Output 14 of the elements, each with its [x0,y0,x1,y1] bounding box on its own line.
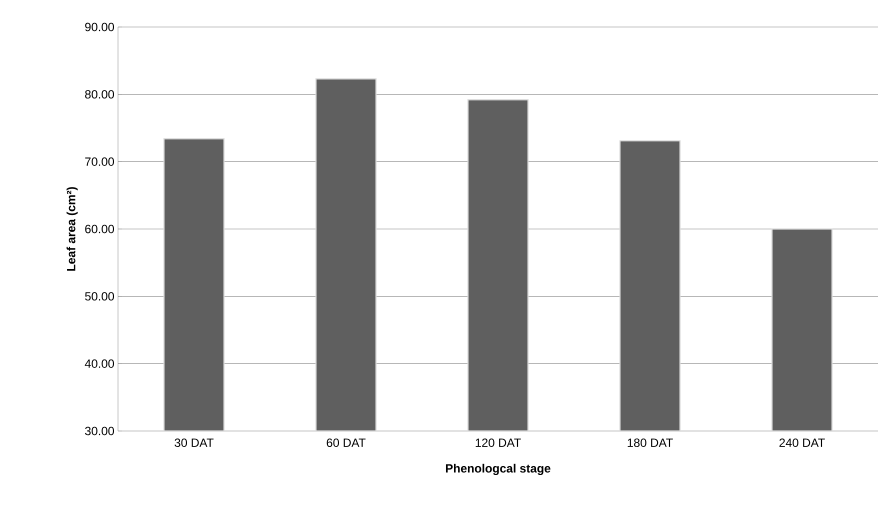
x-tick-label: 180 DAT [628,438,673,447]
x-tick-label: 30 DAT [174,438,214,447]
y-axis-title: Leaf area (cm²) [66,187,78,271]
x-tick-label: 120 DAT [476,438,521,447]
y-tick-label: 50.00 [85,292,114,301]
y-tick-label: 90.00 [85,22,114,32]
y-tick-label: 80.00 [85,90,114,99]
x-tick-label: 60 DAT [326,438,366,447]
y-tick-label: 40.00 [84,359,114,368]
x-axis-title: Phenologcal stage [446,464,550,476]
y-tick-label: 60.00 [85,224,114,234]
y-tick-label: 70.00 [85,157,114,166]
y-tick-label: 30.00 [85,426,114,436]
x-tick-label: 240 DAT [779,438,825,447]
